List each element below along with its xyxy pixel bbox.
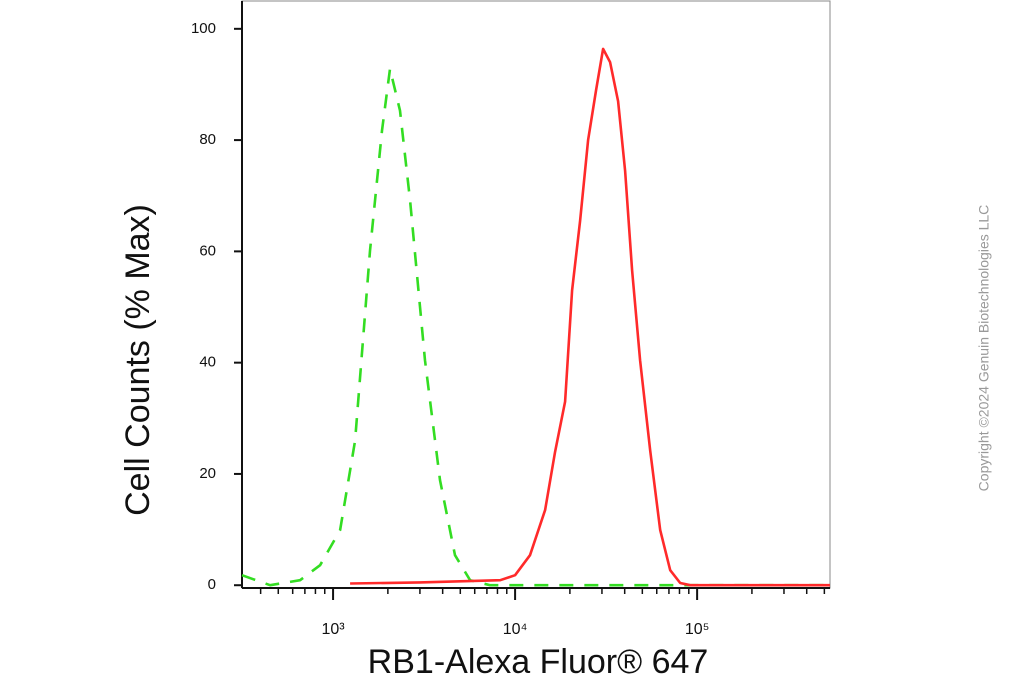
plot-frame [241,0,831,589]
y-tick-label: 0 [208,576,216,593]
x-tick-label: 10⁵ [685,621,709,638]
y-axis-label: Cell Counts (% Max) [119,204,157,516]
x-tick-label: 10³ [322,621,346,638]
y-tick-label: 20 [199,465,216,482]
series-line [350,47,830,587]
y-tick-label: 80 [199,131,216,148]
y-tick-label: 40 [199,354,216,371]
watermark: Copyright ©2024 Genuin Biotechnologies L… [976,205,992,492]
x-tick-label: 10⁴ [503,621,528,638]
y-tick-label: 100 [191,20,216,37]
x-axis-label: RB1-Alexa Fluor® 647 [368,643,709,681]
y-tick-label: 60 [199,242,216,259]
series-line [241,67,830,587]
